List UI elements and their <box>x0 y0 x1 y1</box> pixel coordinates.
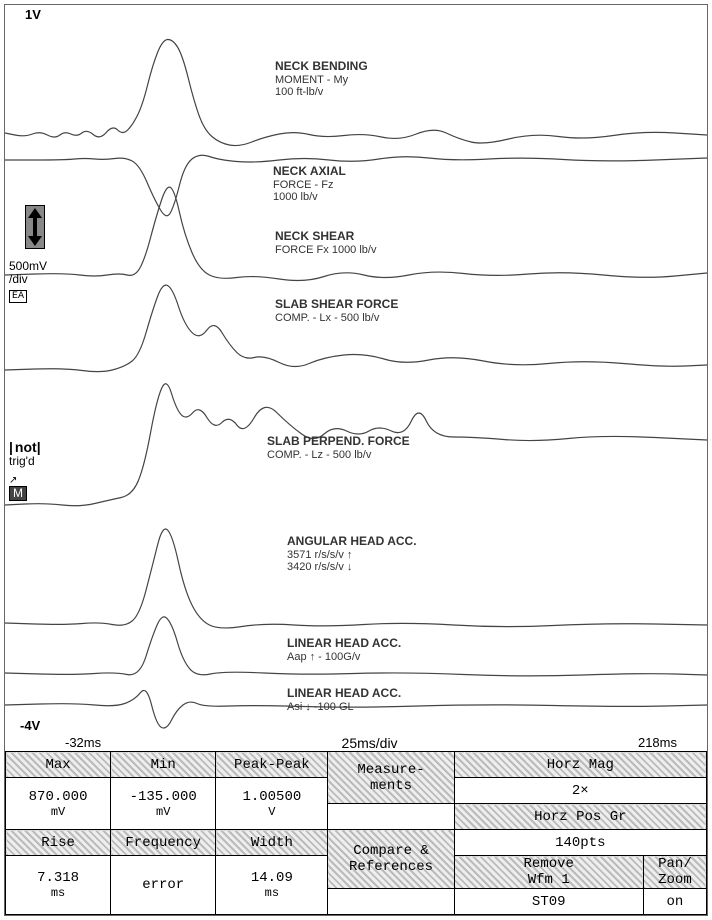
y-axis-bottom: -4V <box>20 718 40 733</box>
label-angular-head: ANGULAR HEAD ACC.3571 r/s/s/v ↑3420 r/s/… <box>287 535 417 574</box>
hdr-rise[interactable]: Rise <box>6 830 111 856</box>
val-panzoom: on <box>643 889 706 915</box>
val-width: 14.09ms <box>216 856 328 915</box>
val-horz-mag: 2× <box>454 778 706 804</box>
label-slab-perpend: SLAB PERPEND. FORCECOMP. - Lz - 500 lb/v <box>267 435 410 461</box>
trigger-sub-label: trig'd <box>9 455 35 468</box>
x-right: 218ms <box>638 735 677 751</box>
meas-row-1: Max Min Peak-Peak Measure- ments Horz Ma… <box>6 752 707 778</box>
val-remove: ST09 <box>454 889 643 915</box>
hdr-min[interactable]: Min <box>111 752 216 778</box>
hdr-measurements[interactable]: Measure- ments <box>328 752 454 804</box>
hdr-panzoom[interactable]: Pan/ Zoom <box>643 856 706 889</box>
hdr-compare[interactable]: Compare & References <box>328 830 454 889</box>
label-slab-shear: SLAB SHEAR FORCECOMP. - Lx - 500 lb/v <box>275 298 398 324</box>
blank-2 <box>328 889 454 915</box>
hdr-horz-pos[interactable]: Horz Pos Gr <box>454 804 706 830</box>
x-left: -32ms <box>65 735 101 751</box>
hdr-freq[interactable]: Frequency <box>111 830 216 856</box>
blank-1 <box>328 804 454 830</box>
hdr-remove[interactable]: Remove Wfm 1 <box>454 856 643 889</box>
hdr-max[interactable]: Max <box>6 752 111 778</box>
vertical-scale-label: 500mV /div EA <box>9 260 47 303</box>
val-min: -135.000mV <box>111 778 216 830</box>
val-max: 870.000mV <box>6 778 111 830</box>
label-linear-head-si: LINEAR HEAD ACC.Asi ↓ -100 GL <box>287 687 401 713</box>
v-scale-unit: /div <box>9 272 28 286</box>
label-linear-head-ap: LINEAR HEAD ACC.Aap ↑ - 100G/v <box>287 637 401 663</box>
label-neck-bending: NECK BENDINGMOMENT - My100 ft-lb/v <box>275 60 368 99</box>
hdr-peakpeak[interactable]: Peak-Peak <box>216 752 328 778</box>
hdr-width[interactable]: Width <box>216 830 328 856</box>
y-axis-top: 1V <box>25 7 41 22</box>
x-axis: -32ms 25ms/div 218ms <box>5 735 707 751</box>
val-freq: error <box>111 856 216 915</box>
traces-svg <box>5 5 707 735</box>
val-horz-pos: 140pts <box>454 830 706 856</box>
label-neck-shear: NECK SHEARFORCE Fx 1000 lb/v <box>275 230 376 256</box>
vertical-scale-icon <box>25 205 45 249</box>
hdr-horz-mag[interactable]: Horz Mag <box>454 752 706 778</box>
m-marker: ↗ M <box>9 473 27 501</box>
ea-indicator: EA <box>9 290 27 303</box>
v-scale-value: 500mV <box>9 259 47 273</box>
x-center: 25ms/div <box>342 735 398 751</box>
label-neck-axial: NECK AXIALFORCE - Fz1000 lb/v <box>273 165 346 204</box>
meas-row-2b: Rise Frequency Width Compare & Reference… <box>6 830 707 856</box>
trace-neck-axial <box>5 155 707 216</box>
val-rise: 7.318ms <box>6 856 111 915</box>
measurement-panel: Max Min Peak-Peak Measure- ments Horz Ma… <box>5 751 707 915</box>
val-peakpeak: 1.00500V <box>216 778 328 830</box>
waveform-plot: 1V -4V 500mV /div EA |not| trig'd ↗ M NE… <box>5 5 707 735</box>
oscilloscope-screen: 1V -4V 500mV /div EA |not| trig'd ↗ M NE… <box>4 4 708 916</box>
